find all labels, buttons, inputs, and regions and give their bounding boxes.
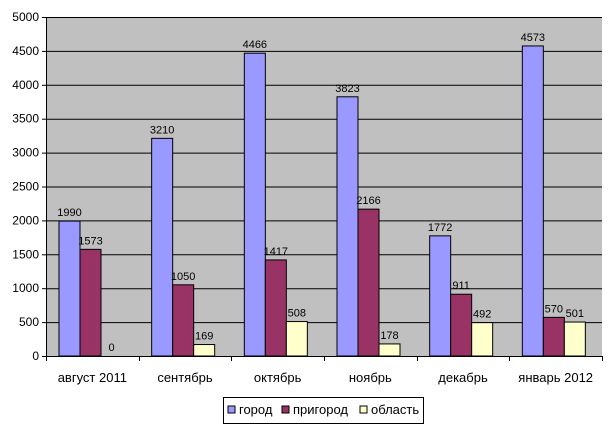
y-tick-label: 4000 <box>12 78 39 92</box>
data-label: 0 <box>108 342 114 354</box>
data-label: 1772 <box>428 222 452 234</box>
y-tick-label: 3500 <box>12 112 39 126</box>
bar <box>378 343 401 357</box>
data-label: 1990 <box>57 207 81 219</box>
bar <box>450 293 473 357</box>
bar <box>151 137 174 357</box>
x-tick-label: август 2011 <box>58 370 127 385</box>
data-label: 4466 <box>243 39 267 51</box>
bar <box>264 259 287 357</box>
bar <box>243 52 266 357</box>
bar <box>563 321 586 357</box>
data-label: 1573 <box>78 235 102 247</box>
bar <box>357 208 380 357</box>
x-tick-label: январь 2012 <box>518 370 593 385</box>
legend-label: пригород <box>293 402 348 417</box>
data-label: 501 <box>566 308 584 320</box>
bar <box>521 45 544 357</box>
x-tick-label: сентябрь <box>157 370 213 385</box>
data-label: 508 <box>288 308 306 320</box>
y-tick-label: 1000 <box>12 281 39 295</box>
data-label: 2166 <box>356 195 380 207</box>
legend-box <box>223 397 424 424</box>
legend-label: город <box>239 402 273 417</box>
legend-swatch <box>281 405 290 414</box>
y-tick-label: 2500 <box>12 180 39 194</box>
y-tick-label: 3000 <box>12 146 39 160</box>
data-label: 492 <box>473 309 491 321</box>
legend-swatch <box>359 405 368 414</box>
y-tick-label: 0 <box>32 349 39 363</box>
data-label: 1417 <box>264 246 288 258</box>
data-label: 4573 <box>521 32 545 44</box>
y-tick-label: 500 <box>19 315 39 329</box>
y-tick-label: 5000 <box>12 10 39 24</box>
bar <box>172 284 195 357</box>
data-label: 570 <box>545 303 563 315</box>
data-label: 178 <box>380 330 398 342</box>
bar <box>429 235 452 357</box>
bar <box>193 344 216 357</box>
data-label: 911 <box>452 280 470 292</box>
data-label: 3823 <box>335 83 359 95</box>
legend-swatch <box>227 405 236 414</box>
bar <box>79 248 102 357</box>
x-tick-label: октябрь <box>254 370 302 385</box>
bar <box>58 220 81 357</box>
legend-label: область <box>371 402 419 417</box>
y-tick-label: 4500 <box>12 44 39 58</box>
y-tick-label: 1500 <box>12 247 39 261</box>
bar <box>471 322 494 357</box>
x-tick-label: декабрь <box>438 370 488 385</box>
bar <box>542 316 565 357</box>
bar <box>336 96 359 357</box>
x-tick-label: ноябрь <box>349 370 392 385</box>
y-tick-label: 2000 <box>12 213 39 227</box>
bar <box>285 321 308 357</box>
data-label: 1050 <box>171 271 195 283</box>
data-label: 169 <box>195 331 213 343</box>
data-label: 3210 <box>150 124 174 136</box>
